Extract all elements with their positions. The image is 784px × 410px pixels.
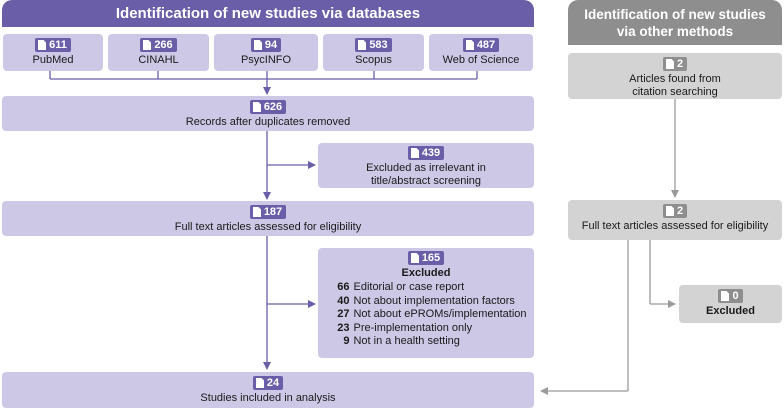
reason-count: 9: [343, 335, 350, 347]
excluded-fulltext-count: 165: [421, 251, 441, 264]
excluded-screening-count: 439: [421, 146, 441, 159]
list-item: 27 Not about ePROMs/implementation: [325, 308, 526, 322]
database-box-scopus: 583 Scopus: [323, 34, 424, 71]
fulltext-count: 187: [263, 205, 283, 218]
database-box-web-of-science: 487 Web of Science: [429, 34, 533, 71]
excluded-fulltext-box: 165 Excluded 66 Editorial or case report …: [318, 248, 534, 358]
database-count-badge: 94: [250, 38, 282, 52]
reason-text: Not in a health setting: [353, 335, 460, 347]
reason-text: Pre-implementation only: [353, 321, 473, 334]
included-box: 24 Studies included in analysis: [2, 372, 534, 408]
document-icon: [665, 59, 674, 69]
document-icon: [255, 378, 264, 388]
other-fulltext-count-badge: 2: [662, 204, 688, 218]
reason-count: 27: [337, 308, 350, 320]
other-methods-header: Identification of new studies via other …: [568, 0, 782, 45]
other-fulltext-label: Full text articles assessed for eligibil…: [581, 220, 769, 232]
document-icon: [358, 40, 367, 50]
database-count-badge: 266: [140, 38, 177, 52]
reason-count: 23: [337, 321, 350, 334]
citation-search-box: 2 Articles found from citation searching: [568, 53, 782, 99]
document-icon: [143, 40, 152, 50]
fulltext-box: 187 Full text articles assessed for elig…: [2, 201, 534, 236]
fulltext-count-badge: 187: [249, 205, 287, 219]
excluded-screening-count-badge: 439: [407, 146, 445, 160]
database-count: 487: [476, 38, 496, 51]
database-box-psycinfo: 94 PsycINFO: [214, 34, 318, 71]
database-name: PsycINFO: [240, 54, 292, 66]
citation-line1: Articles found from: [629, 73, 721, 85]
database-count-badge: 487: [462, 38, 500, 52]
citation-count: 2: [676, 57, 684, 70]
database-count: 583: [369, 38, 388, 51]
document-icon: [253, 40, 262, 50]
records-label: Records after duplicates removed: [185, 116, 351, 128]
database-name: Scopus: [355, 54, 392, 66]
included-label: Studies included in analysis: [200, 392, 336, 404]
database-box-pubmed: 611 PubMed: [3, 34, 103, 71]
citation-line2: citation searching: [632, 86, 718, 98]
database-count: 611: [49, 38, 67, 51]
other-excluded-box: 0 Excluded: [679, 285, 782, 323]
excluded-screening-line1: Excluded as irrelevant in: [366, 162, 486, 174]
database-name: CINAHL: [138, 54, 179, 66]
list-item: 23 Pre-implementation only: [325, 322, 526, 336]
other-fulltext-count: 2: [676, 204, 684, 217]
reason-count: 40: [337, 294, 350, 307]
other-excluded-count-badge: 0: [718, 289, 743, 303]
reason-text: Not about ePROMs/implementation: [353, 308, 527, 320]
other-methods-header-line2: via other methods: [616, 23, 734, 39]
document-icon: [665, 206, 674, 216]
database-count: 266: [154, 38, 173, 51]
database-count-badge: 583: [355, 38, 392, 52]
database-count: 94: [264, 38, 278, 51]
records-count-badge: 626: [249, 100, 287, 114]
other-methods-header-line1: Identification of new studies: [584, 6, 766, 22]
exclusion-reasons-list: 66 Editorial or case report 40 Not about i…: [325, 281, 526, 349]
document-icon: [410, 253, 419, 263]
document-icon: [252, 102, 261, 112]
excluded-screening-box: 439 Excluded as irrelevant in title/abst…: [318, 143, 534, 188]
other-fulltext-box: 2 Full text articles assessed for eligib…: [568, 200, 782, 240]
reason-text: Not about implementation factors: [353, 294, 515, 307]
database-name: PubMed: [32, 54, 74, 66]
citation-count-badge: 2: [662, 57, 688, 71]
records-count: 626: [263, 100, 283, 113]
reason-count: 66: [337, 281, 350, 293]
list-item: 9 Not in a health setting: [325, 335, 526, 349]
database-count-badge: 611: [35, 38, 71, 52]
other-excluded-count: 0: [732, 289, 739, 302]
document-icon: [252, 207, 261, 217]
document-icon: [410, 148, 419, 158]
excluded-fulltext-title: Excluded: [401, 267, 451, 279]
list-item: 40 Not about implementation factors: [325, 295, 526, 309]
excluded-screening-line2: title/abstract screening: [370, 175, 482, 187]
other-excluded-label: Excluded: [706, 305, 755, 317]
excluded-fulltext-count-badge: 165: [407, 251, 445, 265]
database-name: Web of Science: [442, 54, 520, 66]
list-item: 66 Editorial or case report: [325, 281, 526, 295]
included-count: 24: [266, 376, 280, 389]
records-box: 626 Records after duplicates removed: [2, 96, 534, 131]
document-icon: [465, 40, 474, 50]
reason-text: Editorial or case report: [353, 281, 465, 293]
fulltext-label: Full text articles assessed for eligibil…: [174, 221, 362, 233]
document-icon: [38, 40, 47, 50]
database-box-cinahl: 266 CINAHL: [108, 34, 209, 71]
databases-header: Identification of new studies via databa…: [2, 0, 534, 27]
included-count-badge: 24: [252, 376, 284, 390]
document-icon: [721, 291, 730, 301]
